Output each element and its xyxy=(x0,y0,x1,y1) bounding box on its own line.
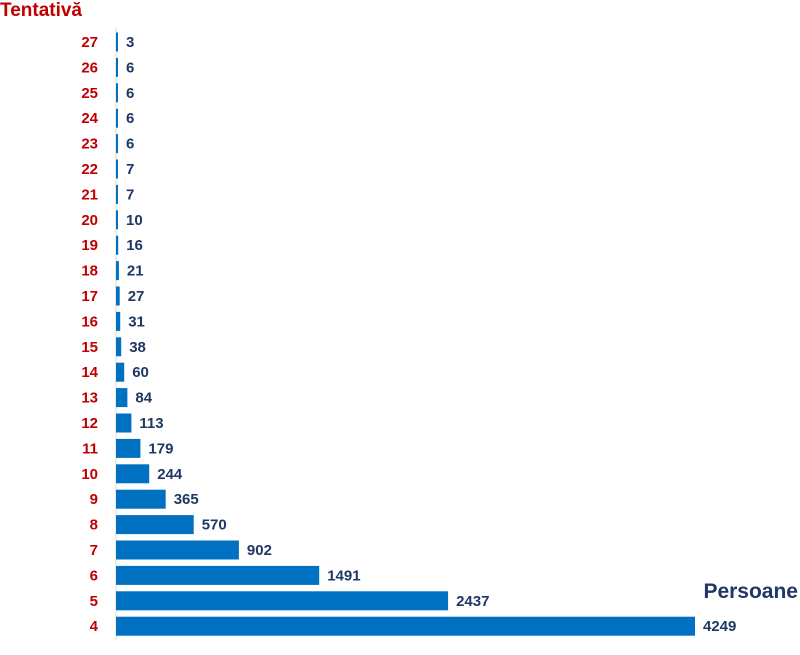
category-label-18: 18 xyxy=(81,263,98,280)
value-label-18: 21 xyxy=(127,263,144,280)
bar-19 xyxy=(116,235,119,255)
category-label-5: 5 xyxy=(90,593,98,610)
category-label-21: 21 xyxy=(81,186,98,203)
value-label-5: 2437 xyxy=(456,593,489,610)
bar-27 xyxy=(116,32,118,52)
category-label-6: 6 xyxy=(90,567,98,584)
value-label-24: 6 xyxy=(126,110,134,127)
value-label-8: 570 xyxy=(202,517,227,534)
category-label-24: 24 xyxy=(81,110,98,127)
category-label-19: 19 xyxy=(81,237,98,254)
bar-14 xyxy=(116,362,125,382)
value-label-23: 6 xyxy=(126,136,134,153)
value-label-6: 1491 xyxy=(327,567,360,584)
category-label-27: 27 xyxy=(81,34,98,51)
value-label-19: 16 xyxy=(126,237,143,254)
value-label-20: 10 xyxy=(126,212,143,229)
bar-7 xyxy=(116,540,239,560)
category-label-4: 4 xyxy=(90,618,99,635)
value-label-10: 244 xyxy=(157,466,183,483)
bar-26 xyxy=(116,57,118,77)
category-label-25: 25 xyxy=(81,85,98,102)
bar-15 xyxy=(116,337,122,357)
value-label-13: 84 xyxy=(135,390,152,407)
category-label-9: 9 xyxy=(90,491,98,508)
bar-8 xyxy=(116,515,194,535)
bar-10 xyxy=(116,464,150,484)
category-label-20: 20 xyxy=(81,212,98,229)
bar-17 xyxy=(116,286,120,306)
category-label-7: 7 xyxy=(90,542,98,559)
category-label-16: 16 xyxy=(81,313,98,330)
bar-21 xyxy=(116,184,118,204)
value-label-7: 902 xyxy=(247,542,272,559)
bar-5 xyxy=(116,591,449,611)
category-label-14: 14 xyxy=(81,364,98,381)
value-label-17: 27 xyxy=(128,288,145,305)
category-label-26: 26 xyxy=(81,59,98,76)
bar-12 xyxy=(116,413,132,433)
bar-22 xyxy=(116,159,118,179)
bar-13 xyxy=(116,388,128,408)
category-label-13: 13 xyxy=(81,390,98,407)
value-label-15: 38 xyxy=(129,339,146,356)
value-label-21: 7 xyxy=(126,186,134,203)
bar-9 xyxy=(116,489,166,509)
category-label-22: 22 xyxy=(81,161,98,178)
category-label-12: 12 xyxy=(81,415,98,432)
bar-11 xyxy=(116,438,141,458)
value-label-4: 4249 xyxy=(703,618,736,635)
x-axis-title: Persoane xyxy=(703,580,798,603)
category-label-15: 15 xyxy=(81,339,98,356)
category-label-23: 23 xyxy=(81,136,98,153)
value-label-25: 6 xyxy=(126,85,134,102)
bar-20 xyxy=(116,210,118,230)
bar-4 xyxy=(116,616,695,636)
value-label-12: 113 xyxy=(139,415,163,432)
bar-18 xyxy=(116,261,119,281)
category-label-11: 11 xyxy=(82,440,98,457)
bar-24 xyxy=(116,108,118,128)
category-label-10: 10 xyxy=(81,466,98,483)
value-label-14: 60 xyxy=(132,364,149,381)
bar-23 xyxy=(116,134,118,154)
category-label-8: 8 xyxy=(90,517,98,534)
value-label-27: 3 xyxy=(126,34,134,51)
bar-16 xyxy=(116,311,121,331)
value-label-11: 179 xyxy=(148,440,173,457)
value-label-9: 365 xyxy=(174,491,199,508)
value-label-26: 6 xyxy=(126,59,134,76)
value-label-16: 31 xyxy=(128,313,145,330)
category-label-17: 17 xyxy=(81,288,98,305)
bar-6 xyxy=(116,565,320,585)
y-axis-title: Tentativă xyxy=(0,0,83,21)
value-label-22: 7 xyxy=(126,161,134,178)
bar-25 xyxy=(116,83,118,103)
